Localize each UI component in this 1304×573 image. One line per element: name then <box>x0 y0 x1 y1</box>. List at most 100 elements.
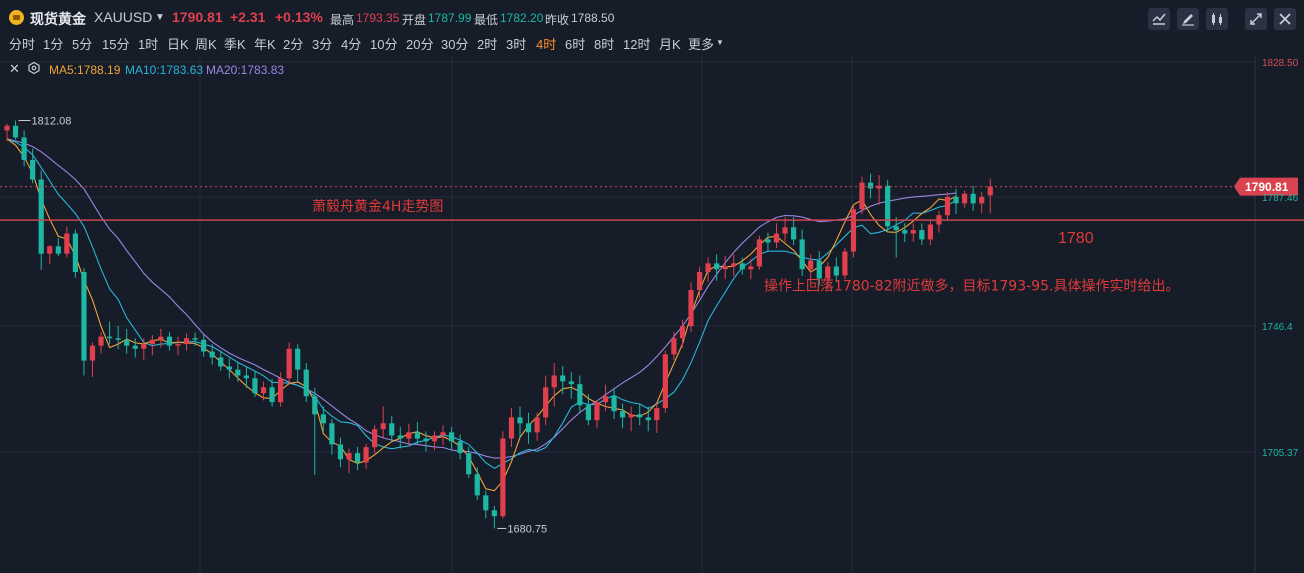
candle-59 <box>508 408 515 447</box>
period-17[interactable]: 4时 <box>536 37 557 52</box>
candle-body <box>235 369 241 376</box>
candle-body <box>218 357 224 367</box>
candle-89 <box>765 232 771 252</box>
candle-28 <box>243 366 249 388</box>
candle-body <box>859 182 865 210</box>
candle-45 <box>389 415 395 443</box>
candle-61 <box>525 412 532 444</box>
settings-icon[interactable] <box>28 61 40 77</box>
candle-50 <box>431 431 438 451</box>
indicator-icon[interactable] <box>1148 8 1170 30</box>
candle-body <box>414 432 420 439</box>
candle-15 <box>132 338 138 358</box>
period-16[interactable]: 3时 <box>506 37 527 52</box>
candle-51 <box>440 425 446 446</box>
period-3[interactable]: 15分 <box>102 37 130 52</box>
more-chevron-icon[interactable]: ▼ <box>716 38 724 47</box>
candle-110 <box>944 192 951 221</box>
candle-32 <box>278 372 284 407</box>
candle-body <box>645 417 651 421</box>
candle-body <box>260 387 267 394</box>
symbol-name[interactable]: 现货黄金 <box>30 11 86 27</box>
period-12[interactable]: 10分 <box>370 37 398 52</box>
candle-body <box>551 375 557 388</box>
candle-96 <box>825 262 831 289</box>
candle-body <box>979 196 985 204</box>
period-22[interactable]: 更多 <box>688 37 715 52</box>
period-4[interactable]: 1时 <box>138 37 159 52</box>
period-21[interactable]: 月K <box>659 37 681 52</box>
candle-body <box>543 387 549 418</box>
period-11[interactable]: 4分 <box>341 37 362 52</box>
candle-style-icon[interactable] <box>1206 8 1228 30</box>
candle-54 <box>466 446 472 478</box>
symbol-code[interactable]: XAUUSD <box>94 9 153 25</box>
period-14[interactable]: 30分 <box>441 37 469 52</box>
candle-81 <box>696 266 703 298</box>
candle-94 <box>808 254 814 283</box>
period-5[interactable]: 日K <box>167 37 189 52</box>
candle-body <box>833 266 839 276</box>
candle-body <box>363 447 369 463</box>
candle-body <box>431 435 438 442</box>
candle-body <box>312 396 318 415</box>
candle-body <box>560 375 566 382</box>
period-9[interactable]: 2分 <box>283 37 304 52</box>
period-7[interactable]: 季K <box>224 37 246 52</box>
candle-body <box>500 438 506 517</box>
period-10[interactable]: 3分 <box>312 37 333 52</box>
candle-3 <box>30 148 36 184</box>
candle-26 <box>226 358 232 379</box>
period-1[interactable]: 1分 <box>43 37 64 52</box>
candle-2 <box>21 130 27 167</box>
low-label: 最低 <box>474 13 499 27</box>
period-0[interactable]: 分时 <box>9 37 36 52</box>
collapse-x-icon[interactable]: ✕ <box>9 61 20 76</box>
candle-90 <box>773 223 780 249</box>
candle-88 <box>756 235 762 270</box>
candle-body <box>166 336 173 346</box>
candle-33 <box>286 342 292 385</box>
candle-111 <box>953 189 959 214</box>
period-15[interactable]: 2时 <box>477 37 498 52</box>
candle-body <box>662 354 668 409</box>
candle-body <box>329 423 335 445</box>
candle-104 <box>893 217 899 258</box>
candle-body <box>885 185 891 227</box>
candle-body <box>756 239 762 267</box>
period-19[interactable]: 8时 <box>594 37 615 52</box>
candle-body <box>423 438 429 442</box>
candle-8 <box>72 229 78 278</box>
expand-icon[interactable] <box>1245 8 1267 30</box>
period-8[interactable]: 年K <box>254 37 276 52</box>
candle-23 <box>201 335 207 357</box>
candle-body <box>354 453 361 463</box>
candle-46 <box>397 426 403 449</box>
draw-icon[interactable] <box>1177 8 1199 30</box>
candle-34 <box>295 344 301 382</box>
low-value: 1782.20 <box>500 11 544 25</box>
candle-63 <box>543 375 549 426</box>
candle-body <box>962 193 968 204</box>
candle-body <box>141 344 147 349</box>
chevron-down-icon[interactable]: ▼ <box>155 12 165 23</box>
period-18[interactable]: 6时 <box>565 37 586 52</box>
candle-body <box>902 230 908 234</box>
period-2[interactable]: 5分 <box>72 37 93 52</box>
candle-87 <box>748 258 754 280</box>
candle-25 <box>218 350 224 371</box>
candle-body <box>474 474 480 496</box>
period-20[interactable]: 12时 <box>623 37 651 52</box>
candle-body <box>457 441 463 454</box>
period-13[interactable]: 20分 <box>406 37 434 52</box>
candle-38 <box>329 418 335 455</box>
candle-body <box>226 366 232 370</box>
moving-average-lines <box>6 138 957 492</box>
candle-body <box>722 266 728 270</box>
candle-body <box>602 396 609 403</box>
close-icon[interactable] <box>1274 8 1296 30</box>
period-6[interactable]: 周K <box>195 37 217 52</box>
annotation-level: 1780 <box>1058 230 1094 247</box>
candle-body <box>64 233 70 254</box>
